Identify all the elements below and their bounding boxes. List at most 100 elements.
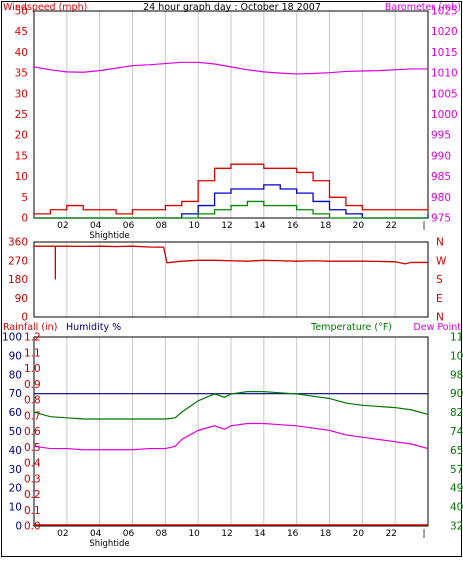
- direction-tick-label: 90: [15, 293, 28, 305]
- compass-label: W: [436, 255, 447, 267]
- humidity-tick-label: 0: [15, 521, 22, 533]
- temperature-tick-label: 40: [450, 502, 463, 514]
- temperature-tick-label: 32: [450, 521, 463, 533]
- rainfall-tick-label: 0.3: [24, 473, 41, 485]
- barometer-tick-label: 1000: [431, 109, 458, 121]
- temperature-tick-label: 98: [450, 369, 463, 381]
- barometer-tick-label: 995: [431, 130, 451, 142]
- barometer-tick-label: 1015: [431, 47, 458, 59]
- compass-label: N: [436, 237, 444, 249]
- wind-tick-label: 35: [15, 68, 28, 80]
- temperature-tick-label: 107: [450, 350, 463, 362]
- x-tick-label: 06: [123, 221, 135, 231]
- direction-tick-label: 360: [8, 237, 28, 249]
- panel-frame: [33, 10, 429, 219]
- x-tick-label: 20: [353, 221, 365, 231]
- rainfall-tick-label: 0.9: [24, 379, 41, 391]
- humidity-tick-label: 100: [2, 332, 22, 344]
- barometer-line: [33, 61, 428, 75]
- x-tick-label: 02: [57, 529, 68, 539]
- humidity-tick-label: 50: [9, 426, 22, 438]
- x-tick-label: 02: [57, 221, 68, 231]
- rainfall-tick-label: 0.1: [24, 505, 41, 517]
- x-tick-label: 12: [221, 529, 232, 539]
- rainfall-tick-label: 0.5: [24, 442, 41, 454]
- barometer-tick-label: 1005: [431, 88, 458, 100]
- x-tick-label: 18: [320, 221, 332, 231]
- barometer-tick-label: 1025: [431, 6, 458, 18]
- temperature-tick-label: 57: [450, 464, 463, 476]
- x-tick-label: |: [422, 529, 425, 539]
- wind-tick-label: 5: [21, 192, 28, 204]
- humidity-axis-label: Humidity %: [66, 322, 121, 333]
- barometer-tick-label: 1010: [431, 68, 458, 80]
- x-tick-label: 06: [123, 529, 135, 539]
- x-annotation: Shightide: [89, 231, 129, 241]
- humidity-tick-label: 10: [9, 502, 22, 514]
- wind-tick-label: 0: [21, 213, 28, 225]
- wind-speed-line: [34, 163, 429, 215]
- x-tick-label: 18: [320, 529, 332, 539]
- wind-tick-label: 50: [15, 6, 28, 18]
- rainfall-tick-label: 0.0: [24, 521, 41, 533]
- temperature-tick-label: 74: [450, 426, 463, 438]
- wind-tick-label: 25: [15, 109, 28, 121]
- rainfall-tick-label: 1.0: [24, 363, 41, 375]
- wind-tick-label: 30: [15, 88, 28, 100]
- temperature-tick-label: 82: [450, 407, 463, 419]
- temperature-tick-label: 115: [450, 332, 463, 344]
- x-tick-label: 12: [221, 221, 232, 231]
- x-tick-label: 14: [254, 221, 266, 231]
- wind-tick-label: 40: [15, 47, 28, 59]
- rainfall-tick-label: 0.7: [24, 410, 41, 422]
- rainfall-tick-label: 0.4: [24, 458, 41, 470]
- dewpoint-axis-label: Dew Point: [413, 322, 461, 333]
- x-tick-label: 10: [188, 221, 200, 231]
- barometer-tick-label: 975: [431, 213, 451, 225]
- rainfall-tick-label: 0.6: [24, 426, 41, 438]
- humidity-tick-label: 80: [9, 369, 22, 381]
- panel-frame: [33, 336, 429, 527]
- humidity-tick-label: 30: [9, 464, 22, 476]
- x-tick-label: 04: [90, 529, 102, 539]
- rainfall-axis-label: Rainfall (in): [3, 322, 57, 333]
- humidity-tick-label: 90: [9, 350, 22, 362]
- temperature-tick-label: 65: [450, 445, 463, 457]
- green-speed-line: [34, 200, 428, 219]
- x-tick-label: 04: [90, 221, 102, 231]
- compass-label: N: [436, 312, 444, 324]
- rainfall-tick-label: 1.1: [24, 347, 41, 359]
- humidity-tick-label: 20: [9, 483, 22, 495]
- x-tick-label: 08: [156, 529, 168, 539]
- temperature-tick-label: 49: [450, 483, 463, 495]
- barometer-tick-label: 985: [431, 171, 451, 183]
- temp-line: [33, 391, 429, 420]
- x-tick-label: |: [422, 221, 425, 231]
- x-tick-label: 14: [254, 529, 266, 539]
- temperature-tick-label: 90: [450, 388, 463, 400]
- compass-label: S: [436, 274, 443, 286]
- dew-line: [33, 422, 429, 451]
- rainfall-tick-label: 0.2: [24, 489, 41, 501]
- direction-tick-label: 0: [21, 312, 28, 324]
- x-tick-label: 20: [353, 529, 365, 539]
- panel-frame: [33, 241, 429, 318]
- humidity-tick-label: 40: [9, 445, 22, 457]
- rainfall-tick-label: 1.2: [24, 332, 41, 344]
- x-tick-label: 16: [287, 221, 299, 231]
- barometer-axis-label: Barometer (mb): [385, 2, 461, 13]
- direction-line: [34, 245, 428, 265]
- humidity-tick-label: 60: [9, 407, 22, 419]
- wind-tick-label: 20: [15, 130, 28, 142]
- x-tick-label: 16: [287, 529, 299, 539]
- temperature-axis-label: Temperature (°F): [310, 322, 392, 333]
- x-tick-label: 22: [385, 221, 396, 231]
- x-tick-label: 10: [188, 529, 200, 539]
- barometer-tick-label: 990: [431, 150, 451, 162]
- wind-tick-label: 45: [15, 26, 28, 38]
- x-annotation: Shightide: [89, 539, 129, 549]
- barometer-tick-label: 980: [431, 192, 451, 204]
